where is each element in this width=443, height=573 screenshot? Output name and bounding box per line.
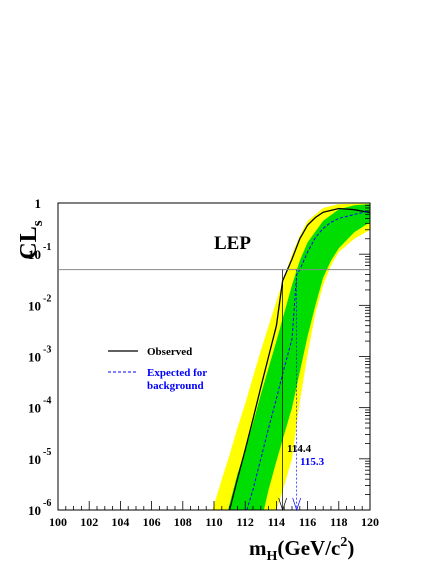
x-tick-label: 112 bbox=[237, 515, 254, 529]
y-tick-label: 10 bbox=[28, 452, 41, 467]
x-tick-label: 106 bbox=[143, 515, 161, 529]
bands-layer bbox=[212, 203, 370, 510]
expected-limit-label: 115.3 bbox=[300, 456, 325, 468]
y-tick-label: 10 bbox=[28, 247, 41, 262]
y-tick-exponent: -2 bbox=[43, 293, 51, 304]
x-axis-ticks: 100 102 104 106 108 110 112 114 116 118 120 bbox=[49, 501, 379, 529]
legend-expected-label-line2: background bbox=[147, 380, 204, 392]
x-tick-label: 108 bbox=[174, 515, 192, 529]
x-tick-label: 120 bbox=[361, 515, 379, 529]
y-axis-label: CLs bbox=[16, 220, 46, 259]
y-axis-ticks: 110-110-210-310-410-510-6 bbox=[28, 196, 370, 518]
observed-limit-arrow bbox=[278, 497, 287, 512]
y-tick-exponent: -6 bbox=[43, 498, 51, 509]
lep-annotation: LEP bbox=[214, 233, 251, 254]
legend: Observed Expected for background bbox=[108, 346, 207, 392]
y-tick-label: 10 bbox=[28, 298, 41, 313]
y-tick-label: 10 bbox=[28, 350, 41, 365]
x-tick-label: 116 bbox=[299, 515, 316, 529]
band-1sigma bbox=[228, 203, 370, 510]
y-tick-label: 10 bbox=[28, 401, 41, 416]
overlay-layer bbox=[58, 269, 370, 512]
y-tick-exponent: -3 bbox=[43, 345, 51, 356]
x-tick-label: 114 bbox=[268, 515, 285, 529]
x-tick-label: 110 bbox=[205, 515, 222, 529]
y-tick-exponent: -1 bbox=[43, 242, 51, 253]
y-tick-label: 1 bbox=[35, 196, 42, 211]
legend-observed-label: Observed bbox=[147, 346, 192, 358]
x-tick-label: 100 bbox=[49, 515, 67, 529]
y-tick-exponent: -4 bbox=[43, 396, 51, 407]
x-tick-label: 104 bbox=[111, 515, 129, 529]
x-tick-label: 102 bbox=[80, 515, 98, 529]
legend-expected-label-line1: Expected for bbox=[147, 367, 207, 379]
observed-limit-label: 114.4 bbox=[287, 443, 312, 455]
y-tick-label: 10 bbox=[28, 503, 41, 518]
x-tick-label: 118 bbox=[330, 515, 347, 529]
y-tick-exponent: -5 bbox=[43, 447, 51, 458]
expected-limit-arrow bbox=[292, 497, 302, 512]
x-axis-label: mH(GeV/c2) bbox=[249, 535, 354, 564]
